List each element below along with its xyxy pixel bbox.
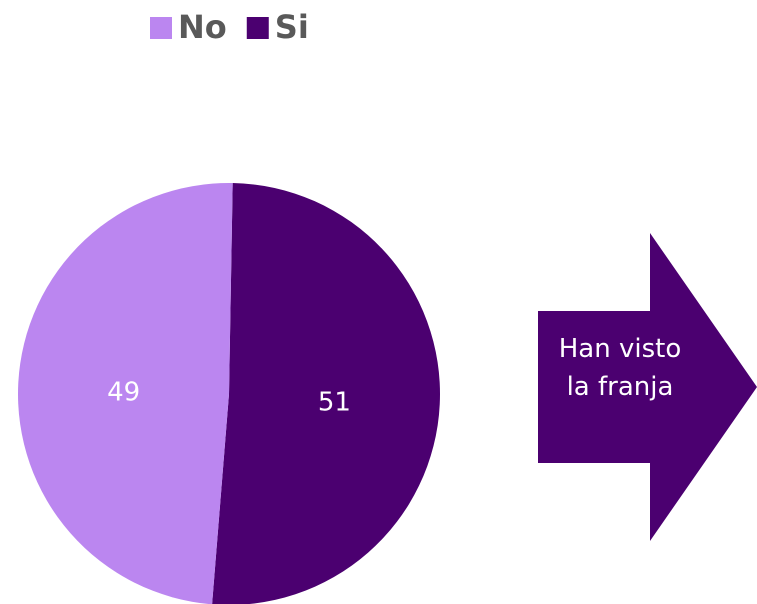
- annotation: Han visto la franja: [558, 334, 682, 402]
- pie-slice: [18, 183, 233, 604]
- legend-label: Si: [275, 8, 309, 46]
- legend: No Si: [150, 8, 309, 46]
- pie: 51 49: [18, 183, 440, 604]
- data-label: 49: [107, 377, 140, 407]
- data-label: 51: [318, 388, 351, 418]
- legend-swatch: [246, 17, 269, 39]
- arrow: [538, 233, 757, 541]
- legend-swatch: [150, 17, 172, 39]
- pie-slice: [212, 183, 440, 604]
- legend-label: No: [178, 8, 227, 46]
